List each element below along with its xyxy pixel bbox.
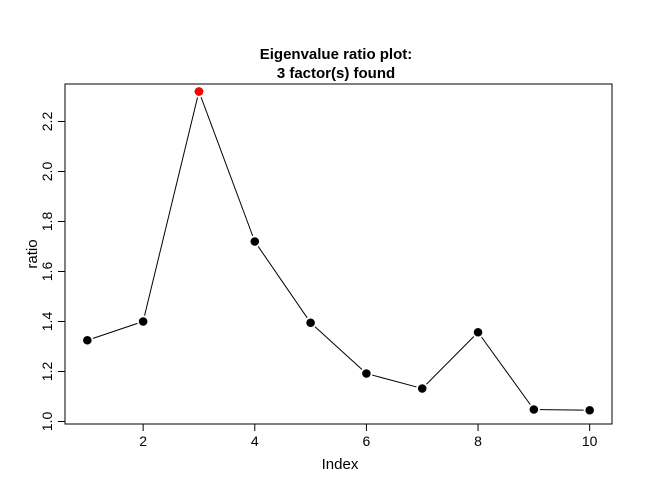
data-point: [417, 384, 427, 393]
series-group: [83, 87, 594, 415]
highlighted-data-point: [194, 87, 204, 96]
y-axis-label: ratio: [24, 239, 41, 268]
data-point: [529, 405, 539, 414]
series-line-segment: [481, 336, 531, 405]
y-tick-label: 2.0: [39, 162, 55, 182]
x-tick-label: 6: [363, 433, 371, 449]
series-line-segment: [539, 409, 584, 411]
series-line-segment: [314, 326, 363, 370]
data-point: [306, 318, 315, 328]
y-tick-label: 2.2: [39, 112, 55, 132]
y-tick-label: 1.6: [39, 262, 55, 282]
y-axis: 1.0 1.2 1.4 1.6 1.8 2.0 2.2: [39, 112, 65, 432]
series-line-segment: [144, 97, 199, 316]
x-axis-label: Index: [322, 456, 359, 473]
data-point: [362, 369, 371, 378]
data-point: [250, 237, 260, 246]
series-line-segment: [92, 322, 138, 339]
y-tick-label: 1.2: [39, 362, 55, 382]
x-axis: 2 4 6 8 10: [139, 424, 598, 449]
data-point: [83, 335, 92, 345]
plot-frame: [64, 83, 613, 425]
data-point: [585, 405, 594, 415]
y-tick-label: 1.4: [39, 312, 55, 332]
y-tick-label: 1.0: [39, 412, 55, 432]
chart-title-line-2: 3 factor(s) found: [277, 65, 395, 82]
series-line-segment: [257, 246, 308, 319]
y-tick-label: 1.8: [39, 212, 55, 232]
series-line-segment: [200, 96, 254, 237]
series-line-segment: [426, 336, 475, 385]
x-tick-label: 8: [474, 433, 482, 449]
chart-title-line-1: Eigenvalue ratio plot:: [260, 46, 413, 63]
data-point: [138, 317, 148, 326]
x-tick-label: 10: [582, 433, 598, 449]
x-tick-label: 4: [251, 433, 259, 449]
x-tick-label: 2: [139, 433, 147, 449]
series-line-segment: [372, 374, 417, 388]
data-point: [473, 327, 483, 337]
